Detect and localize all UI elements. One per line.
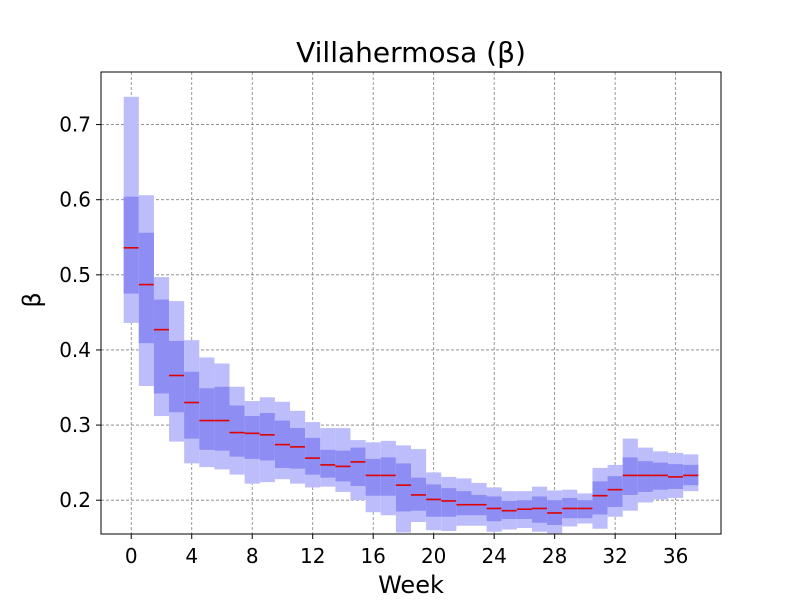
x-axis-label: Week [378, 571, 444, 599]
inner-band [244, 416, 260, 459]
x-tick-label: 28 [542, 544, 567, 568]
x-tick-label: 0 [125, 544, 138, 568]
inner-band [229, 405, 245, 457]
inner-band [214, 386, 230, 451]
inner-band [637, 461, 653, 492]
x-tick-label: 16 [360, 544, 385, 568]
y-tick-label: 0.2 [59, 488, 91, 512]
x-tick-label: 4 [185, 544, 198, 568]
inner-band [380, 457, 396, 496]
x-tick-label: 8 [246, 544, 259, 568]
inner-band [592, 481, 608, 515]
x-tick-label: 36 [663, 544, 688, 568]
x-tick-label: 20 [421, 544, 446, 568]
inner-band [426, 484, 442, 517]
x-tick-label: 24 [481, 544, 506, 568]
inner-band [169, 340, 185, 413]
inner-band [531, 496, 548, 523]
data-layer [123, 96, 699, 534]
y-tick-label: 0.5 [59, 263, 91, 287]
inner-band [290, 428, 306, 469]
inner-band [607, 476, 623, 507]
chart-title: Villahermosa (β) [296, 36, 526, 69]
plot-frame [100, 71, 722, 535]
inner-band [259, 413, 275, 461]
inner-band [365, 458, 381, 496]
y-tick-label: 0.6 [59, 188, 91, 212]
inner-band [199, 388, 215, 450]
inner-band [153, 299, 170, 394]
x-tick-label: 12 [300, 544, 325, 568]
inner-band [395, 463, 411, 512]
inner-band [441, 488, 457, 517]
inner-band [138, 232, 154, 344]
inner-band [184, 371, 200, 439]
inner-band [456, 491, 472, 516]
inner-band [320, 449, 336, 478]
y-tick-label: 0.7 [59, 113, 91, 137]
y-tick-label: 0.4 [59, 338, 91, 362]
y-tick-label: 0.3 [59, 413, 91, 437]
y-axis-label: β [18, 292, 46, 307]
inner-band [305, 437, 321, 475]
inner-band [350, 447, 366, 486]
inner-band [123, 196, 139, 294]
ticks-layer: 0 4 8 12 16 20 24 28 32 36 0.2 0.3 0.4 0.5 0.6 0.7 [59, 113, 688, 568]
x-tick-label: 32 [602, 544, 627, 568]
